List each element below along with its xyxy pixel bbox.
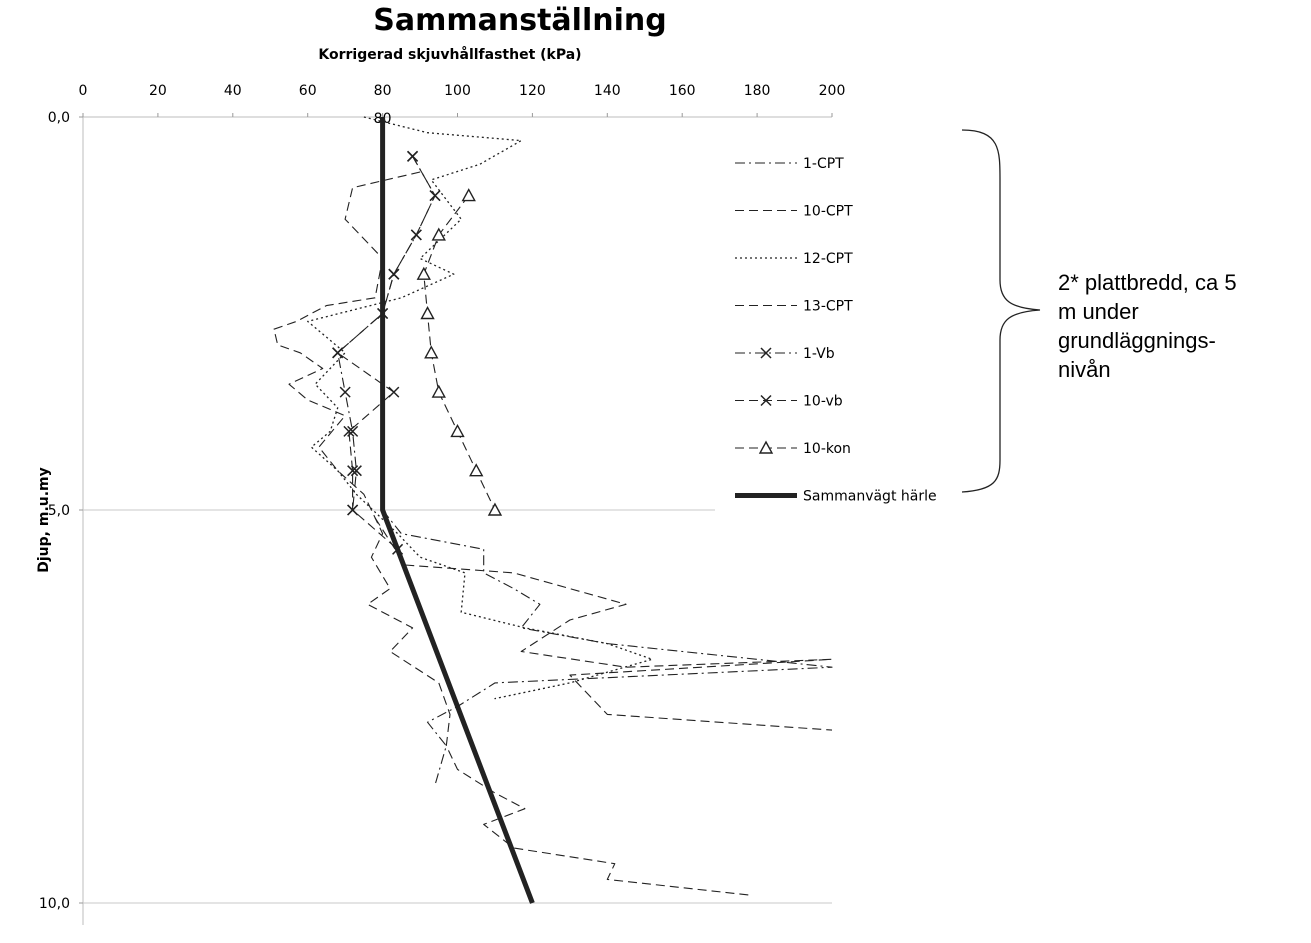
- x-tick-label: 40: [224, 83, 242, 99]
- y-tick-label: 10,0: [39, 896, 70, 912]
- series-line: [382, 509, 833, 786]
- x-tick-label: 100: [444, 83, 471, 99]
- annotation-brace: [961, 129, 1041, 493]
- annotation-line-3: grundläggnings-: [1058, 328, 1216, 353]
- data-point: [431, 384, 446, 398]
- legend-marker: [758, 440, 774, 454]
- legend-label: 13-CPT: [803, 299, 853, 315]
- series-line: [337, 156, 436, 550]
- legend-label: 1-CPT: [803, 156, 844, 172]
- legend-label: 10-kon: [803, 441, 851, 457]
- x-axis-label: Korrigerad skjuvhållfasthet (kPa): [318, 46, 581, 63]
- legend: 1-CPT 10-CPT 12-CPT 13-CPT 1-Vb 10-vb 10-kon Sa…: [735, 156, 937, 505]
- data-point: [420, 306, 435, 320]
- x-tick-label: 200: [819, 83, 846, 99]
- y-tick-label: 0,0: [48, 110, 70, 126]
- data-point: [388, 268, 400, 280]
- data-point: [347, 465, 359, 477]
- data-point: [450, 423, 465, 438]
- data-point: [461, 188, 476, 202]
- legend-item-sammanv-gt-h-rle: Sammanvägt härle: [735, 489, 937, 505]
- data-point: [429, 190, 441, 202]
- data-point: [332, 347, 344, 359]
- legend-label: Sammanvägt härle: [803, 489, 937, 505]
- legend-label: 10-CPT: [803, 204, 853, 220]
- legend-marker: [760, 394, 772, 407]
- data-point: [410, 229, 422, 241]
- series-line: [374, 517, 833, 731]
- data-point: [407, 150, 419, 162]
- x-tick-label: 0: [79, 83, 88, 99]
- legend-item-10-cpt: 10-CPT: [735, 204, 853, 220]
- x-tick-label: 120: [519, 83, 546, 99]
- data-point: [343, 425, 355, 437]
- x-tick-label: 20: [149, 83, 167, 99]
- annotation-line-1: 2* plattbredd, ca 5: [1058, 270, 1237, 295]
- data-point: [487, 502, 503, 516]
- annotation-line-2: m under: [1058, 299, 1139, 324]
- series-12-cpt: [307, 116, 653, 700]
- series-line: [337, 156, 436, 511]
- series-13-cpt: [273, 171, 750, 896]
- x-tick-label: 80: [374, 83, 392, 99]
- data-point: [347, 504, 359, 516]
- x-tick-label: 60: [299, 83, 317, 99]
- data-point: [350, 465, 362, 477]
- legend-item-1-cpt: 1-CPT: [735, 156, 844, 172]
- legend-item-10-vb: 10-vb: [735, 394, 843, 410]
- legend-marker: [760, 347, 772, 359]
- data-point: [424, 345, 439, 359]
- brace-path: [961, 129, 1041, 493]
- legend-item-1-vb: 1-Vb: [735, 346, 835, 362]
- data-point: [388, 386, 400, 398]
- legend-label: 1-Vb: [803, 346, 835, 362]
- data-point: [469, 463, 484, 477]
- x-tick-label: 180: [744, 83, 771, 99]
- x-tick-label: 160: [669, 83, 696, 99]
- y-axis-label: Djup, m.u.my: [36, 467, 52, 573]
- series-line: [380, 117, 535, 904]
- series-line: [273, 171, 750, 896]
- data-point: [339, 386, 351, 398]
- data-point: [416, 266, 431, 280]
- chart-title: Sammanställning: [373, 3, 666, 38]
- legend-label: 10-vb: [803, 394, 843, 410]
- legend-item-10-kon: 10-kon: [735, 440, 851, 457]
- data-point: [431, 227, 446, 241]
- series-line: [307, 116, 653, 700]
- plot-area: [273, 116, 833, 904]
- y-tick-label: 5,0: [48, 503, 70, 519]
- legend-item-13-cpt: 13-CPT: [735, 299, 853, 315]
- series-1-cpt: [382, 509, 833, 786]
- series-sammanv-gt-h-rle: [380, 117, 535, 904]
- series-10-vb: [332, 150, 441, 555]
- legend-item-12-cpt: 12-CPT: [735, 251, 853, 267]
- series-10-cpt: [374, 517, 833, 731]
- annotation-line-4: nivån: [1058, 357, 1111, 382]
- legend-label: 12-CPT: [803, 251, 853, 267]
- x-tick-label: 140: [594, 83, 621, 99]
- series-10-kon: [416, 188, 503, 516]
